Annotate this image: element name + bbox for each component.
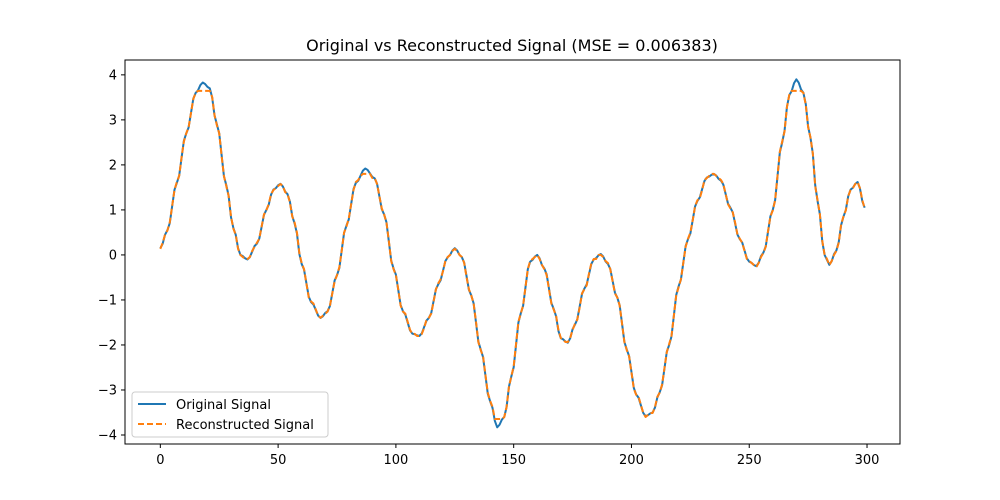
legend: Original Signal Reconstructed Signal xyxy=(132,392,328,437)
y-tick-label: 3 xyxy=(109,113,117,128)
x-tick-label: 100 xyxy=(383,453,408,468)
y-tick-label: 2 xyxy=(109,158,117,173)
x-tick-label: 300 xyxy=(855,453,880,468)
y-tick-label: −3 xyxy=(98,383,117,398)
x-tick-label: 50 xyxy=(270,453,287,468)
legend-label-original: Original Signal xyxy=(176,398,271,413)
x-tick-label: 0 xyxy=(156,453,164,468)
plot-background xyxy=(125,60,900,444)
y-tick-label: −2 xyxy=(98,338,117,353)
y-tick-label: −4 xyxy=(98,428,117,443)
y-tick-label: 1 xyxy=(109,203,117,218)
y-tick-label: 0 xyxy=(109,248,117,263)
legend-label-reconstructed: Reconstructed Signal xyxy=(176,418,314,433)
x-tick-label: 150 xyxy=(501,453,526,468)
y-tick-label: −1 xyxy=(98,293,117,308)
chart-title: Original vs Reconstructed Signal (MSE = … xyxy=(306,36,718,55)
x-tick-label: 250 xyxy=(737,453,762,468)
y-tick-label: 4 xyxy=(109,68,117,83)
x-tick-label: 200 xyxy=(619,453,644,468)
